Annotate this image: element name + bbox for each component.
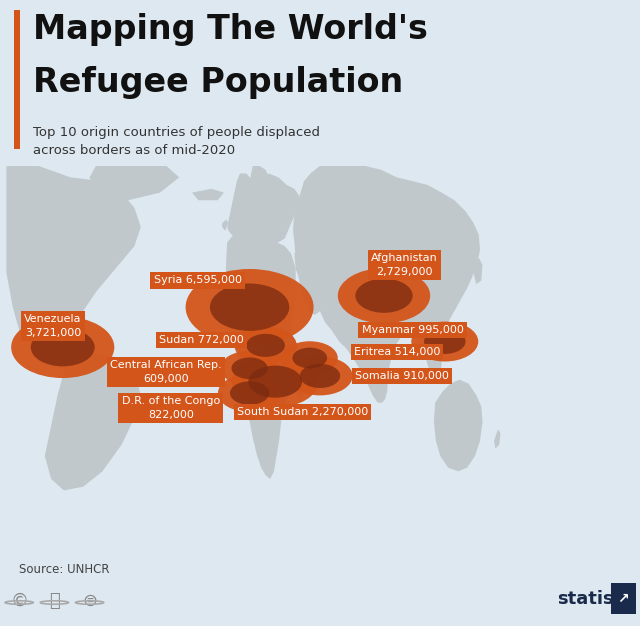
Circle shape <box>11 317 115 378</box>
Circle shape <box>246 334 285 357</box>
Text: Sudan 772,000: Sudan 772,000 <box>159 335 243 345</box>
Circle shape <box>220 351 279 386</box>
Circle shape <box>248 366 302 398</box>
Circle shape <box>412 322 478 362</box>
Circle shape <box>31 328 95 366</box>
Text: ⊜: ⊜ <box>82 592 97 610</box>
Polygon shape <box>296 364 303 403</box>
Circle shape <box>218 374 282 412</box>
FancyBboxPatch shape <box>14 10 20 150</box>
Text: ↗: ↗ <box>618 592 629 605</box>
Circle shape <box>292 347 327 368</box>
Polygon shape <box>250 166 269 197</box>
Polygon shape <box>293 166 480 403</box>
Polygon shape <box>222 219 228 231</box>
Circle shape <box>300 364 340 388</box>
Circle shape <box>338 268 430 323</box>
Polygon shape <box>494 429 500 448</box>
Text: Syria 6,595,000: Syria 6,595,000 <box>154 275 242 285</box>
Circle shape <box>234 327 297 364</box>
Polygon shape <box>45 353 141 491</box>
Polygon shape <box>294 242 330 315</box>
Text: Central African Rep.
609,000: Central African Rep. 609,000 <box>110 360 221 384</box>
Text: ⓘ: ⓘ <box>49 592 60 610</box>
Circle shape <box>232 357 268 379</box>
Circle shape <box>210 284 289 331</box>
Polygon shape <box>90 166 179 200</box>
Text: Top 10 origin countries of people displaced
across borders as of mid-2020: Top 10 origin countries of people displa… <box>33 126 320 156</box>
Text: Eritrea 514,000: Eritrea 514,000 <box>354 347 440 357</box>
Circle shape <box>186 269 314 346</box>
Polygon shape <box>226 231 296 479</box>
Text: Afghanistan
2,729,000: Afghanistan 2,729,000 <box>371 253 438 277</box>
Circle shape <box>287 356 353 396</box>
Text: Source: UNHCR: Source: UNHCR <box>19 563 109 577</box>
Text: Myanmar 995,000: Myanmar 995,000 <box>362 325 463 335</box>
Polygon shape <box>474 257 483 284</box>
Polygon shape <box>227 173 300 250</box>
Text: South Sudan 2,270,000: South Sudan 2,270,000 <box>237 407 368 417</box>
Text: ©: © <box>10 592 28 610</box>
Polygon shape <box>227 215 240 227</box>
Polygon shape <box>192 189 224 200</box>
Circle shape <box>355 279 413 313</box>
Text: D.R. of the Congo
822,000: D.R. of the Congo 822,000 <box>122 396 220 421</box>
FancyBboxPatch shape <box>611 583 636 614</box>
Circle shape <box>282 341 338 375</box>
Text: Venezuela
3,721,000: Venezuela 3,721,000 <box>24 314 82 338</box>
Polygon shape <box>434 380 483 471</box>
Text: Refugee Population: Refugee Population <box>33 66 404 100</box>
Circle shape <box>232 356 319 408</box>
Polygon shape <box>261 330 297 410</box>
Polygon shape <box>6 166 141 357</box>
Text: Mapping The World's: Mapping The World's <box>33 13 428 46</box>
Circle shape <box>424 329 465 354</box>
Polygon shape <box>51 349 83 368</box>
Circle shape <box>230 381 269 405</box>
Text: Somalia 910,000: Somalia 910,000 <box>355 371 449 381</box>
Text: statista: statista <box>557 590 634 608</box>
